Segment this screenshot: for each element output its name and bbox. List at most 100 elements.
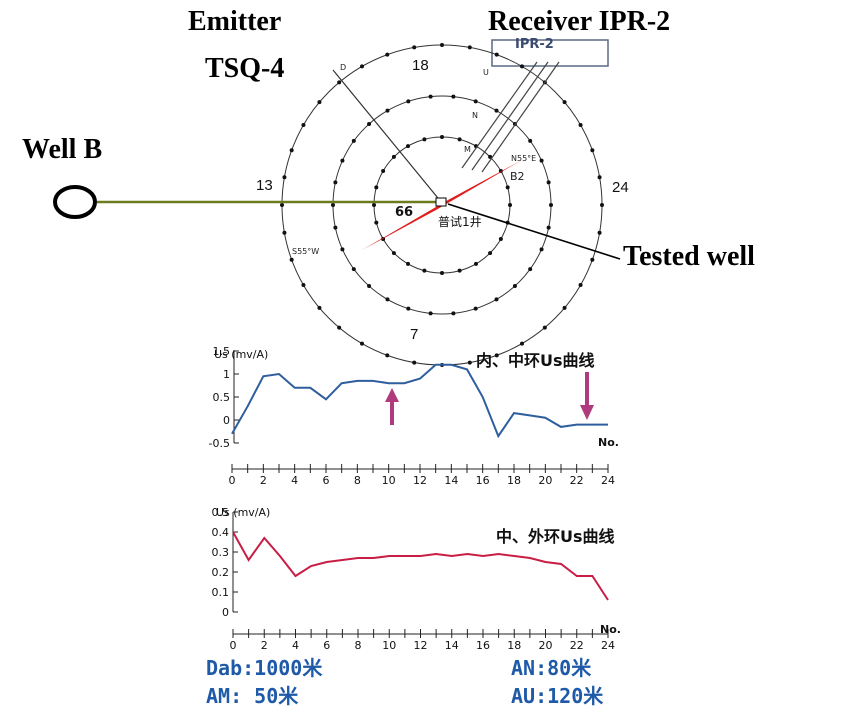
chart2-xtick-label: 20 — [539, 639, 553, 652]
electrode-dot — [428, 311, 433, 316]
electrode-dot — [385, 52, 390, 57]
electrode-dot — [282, 175, 287, 180]
electrode-dot — [505, 185, 510, 190]
chart2-xtick-label: 22 — [570, 639, 584, 652]
electrode-dot — [440, 135, 444, 139]
electrode-dot — [562, 100, 567, 105]
chart2-series-line — [232, 531, 609, 601]
electrode-dot — [600, 203, 604, 207]
electrode-dot — [360, 64, 364, 69]
electrode-dot — [385, 353, 390, 358]
chart1-xtick-label: 10 — [382, 474, 396, 487]
electrode-dot — [333, 225, 338, 230]
electrode-dot — [374, 185, 379, 190]
ring-diagram: 18 13 24 7 D U N M N55°E S55°W B2 66 普试1… — [53, 43, 629, 367]
electrode-dot — [597, 175, 602, 180]
chart2-xtick-label: 12 — [414, 639, 428, 652]
param-au: AU:120米 — [511, 684, 604, 708]
down-arrow — [580, 372, 594, 420]
chart2-xtick-label: 18 — [507, 639, 521, 652]
electrode-dot — [340, 247, 345, 252]
chart2-ytick-label: 0.3 — [212, 546, 230, 559]
electrode-dot — [549, 203, 553, 207]
label-u: U — [483, 68, 489, 77]
label-d: D — [340, 63, 346, 72]
chart2-x-axis: 0 2 4 6 8 10 12 14 16 18 20 22 24 — [230, 629, 615, 652]
emitter-model-label: TSQ-4 — [205, 53, 284, 84]
chart2-ytick-label: 0.2 — [212, 566, 230, 579]
electrode-dot — [457, 268, 462, 273]
electrode-dot — [451, 94, 456, 99]
chart2-xtick-label: 14 — [445, 639, 459, 652]
well-b-label: Well B — [22, 134, 102, 165]
electrode-dot — [474, 261, 478, 266]
electrode-dot — [440, 271, 444, 275]
electrode-dot — [381, 169, 386, 173]
chart1-xtick-label: 8 — [354, 474, 361, 487]
electrode-dot — [367, 121, 372, 126]
receiver-line-1 — [461, 61, 538, 169]
electrode-dot — [422, 268, 427, 273]
electrode-dot — [337, 325, 342, 330]
electrode-dot — [508, 203, 512, 207]
electrode-dot — [473, 99, 478, 104]
chart1-ytick-label: -0.5 — [209, 437, 230, 450]
electrode-dot — [597, 230, 602, 235]
electrode-dot — [528, 267, 533, 272]
label-13: 13 — [256, 177, 273, 194]
electrode-dot — [467, 45, 472, 50]
electrode-dot — [467, 360, 472, 365]
electrode-dot — [528, 138, 533, 143]
electrode-dot — [494, 52, 499, 57]
electrode-dot — [512, 284, 517, 289]
label-b2: B2 — [510, 170, 525, 183]
electrode-dots — [280, 43, 604, 367]
label-n: N — [472, 111, 478, 120]
electrode-dot — [351, 267, 356, 272]
chart2-xtick-label: 6 — [323, 639, 330, 652]
electrode-dot — [539, 158, 544, 163]
electrode-dot — [578, 123, 583, 127]
up-arrow — [385, 388, 399, 425]
electrode-dot — [289, 257, 294, 262]
chart1-xtick-label: 4 — [291, 474, 298, 487]
chart1-ylabel: Us (mv/A) — [214, 348, 268, 361]
electrode-dot — [412, 360, 417, 365]
chart1-xtick-label: 6 — [323, 474, 330, 487]
label-n55e: N55°E — [511, 154, 536, 163]
electrode-dot — [488, 154, 493, 159]
electrode-dot — [498, 237, 503, 241]
electrode-dot — [360, 341, 364, 346]
chart1-xtick-label: 18 — [507, 474, 521, 487]
electrode-dot — [412, 45, 417, 50]
tested-well-pointer — [447, 203, 621, 260]
electrode-dot — [331, 203, 335, 207]
electrode-dot — [562, 305, 567, 310]
electrode-dot — [457, 137, 462, 142]
chart2-xtick-label: 24 — [601, 639, 615, 652]
electrode-dot — [494, 297, 499, 302]
chart2-xtick-label: 4 — [292, 639, 299, 652]
chart2-ytick-label: 0.5 — [212, 506, 230, 519]
electrode-dot — [488, 251, 493, 256]
electrode-dot — [337, 80, 342, 85]
chart1-xtick-label: 20 — [538, 474, 552, 487]
chart2-xtick-label: 10 — [382, 639, 396, 652]
chart2-ytick-label: 0.4 — [212, 526, 230, 539]
label-m: M — [464, 145, 471, 154]
well-name-label: 普试1井 — [438, 214, 482, 229]
chart1-xtick-label: 16 — [476, 474, 490, 487]
electrode-dot — [372, 203, 376, 207]
chart2-ylabel: Us (mv/A) — [216, 506, 270, 519]
chart1-y-ticks: 1.5 1 0.5 0 -0.5 — [209, 345, 239, 450]
emitter-label: Emitter — [188, 6, 281, 37]
chart1-series-line — [231, 363, 608, 439]
electrode-dot — [546, 180, 551, 185]
electrode-dot — [520, 341, 524, 346]
electrode-dot — [406, 261, 410, 266]
electrode-dot — [473, 306, 478, 311]
chart1-ytick-label: 0.5 — [213, 391, 231, 404]
